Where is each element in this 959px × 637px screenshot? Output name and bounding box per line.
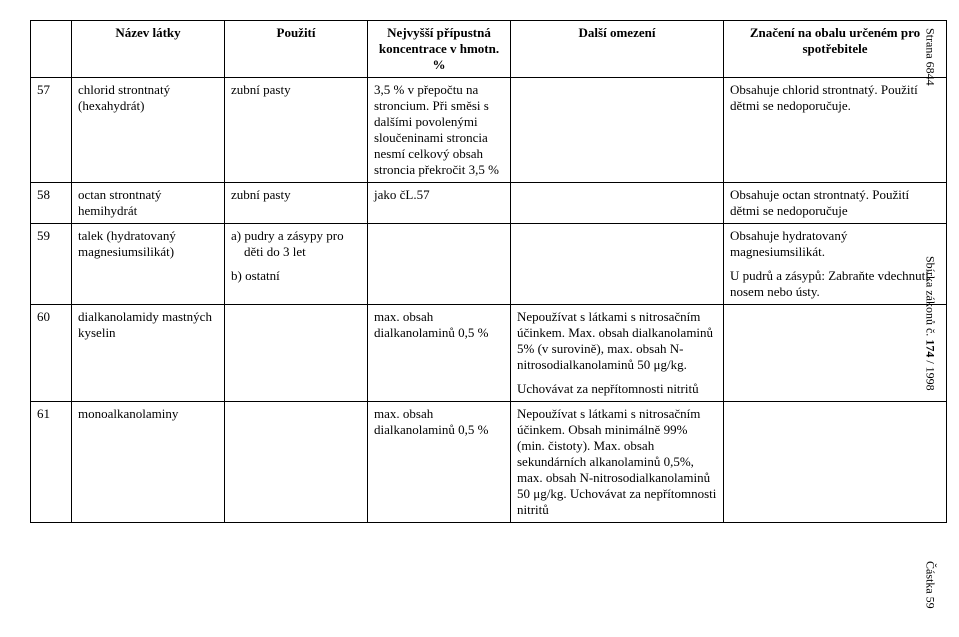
cell: [225, 305, 368, 378]
table-row: b) ostatní U pudrů a zásypů: Zabraňte vd…: [31, 264, 947, 305]
cell: max. obsah dialkanolaminů 0,5 %: [368, 402, 511, 523]
side-bottom: Částka 59: [923, 561, 938, 609]
side-top: Strana 6844: [923, 28, 938, 86]
cell: [72, 377, 225, 402]
cell: a) pudry a zásypy pro děti do 3 let: [225, 224, 368, 265]
cell: [511, 78, 724, 183]
cell: zubní pasty: [225, 78, 368, 183]
col-num: [31, 21, 72, 78]
cell: Nepoužívat s látkami s nitrosačním účink…: [511, 305, 724, 378]
cell: U pudrů a zásypů: Zabraňte vdechnutí nos…: [724, 264, 947, 305]
side-mid: Sbírka zákonů č. 174 / 1998: [923, 256, 938, 391]
cell: [72, 264, 225, 305]
cell: octan strontnatý hemihydrát: [72, 183, 225, 224]
cell: Obsahuje hydratovaný magnesiumsilikát.: [724, 224, 947, 265]
table-row: 58 octan strontnatý hemihydrát zubní pas…: [31, 183, 947, 224]
cell: 3,5 % v přepočtu na stroncium. Při směsi…: [368, 78, 511, 183]
cell: Uchovávat za nepřítomnosti nitritů: [511, 377, 724, 402]
row-num: 59: [31, 224, 72, 265]
row-num: 58: [31, 183, 72, 224]
side-margin: Strana 6844 Sbírka zákonů č. 174 / 1998 …: [919, 0, 941, 637]
col-use: Použití: [225, 21, 368, 78]
table-row: 59 talek (hydratovaný magnesiumsilikát) …: [31, 224, 947, 265]
cell: jako čL.57: [368, 183, 511, 224]
cell: [724, 402, 947, 523]
col-label: Značení na obalu určeném pro spotřebitel…: [724, 21, 947, 78]
table-row: Uchovávat za nepřítomnosti nitritů: [31, 377, 947, 402]
cell: b) ostatní: [225, 264, 368, 305]
page: Strana 6844 Sbírka zákonů č. 174 / 1998 …: [0, 0, 959, 637]
cell: [225, 402, 368, 523]
col-name: Název látky: [72, 21, 225, 78]
cell: [368, 224, 511, 265]
cell: dialkanolamidy mastných kyselin: [72, 305, 225, 378]
col-restrict: Další omezení: [511, 21, 724, 78]
row-num: 60: [31, 305, 72, 378]
cell: max. obsah dialkanolaminů 0,5 %: [368, 305, 511, 378]
cell: chlorid strontnatý (hexahydrát): [72, 78, 225, 183]
cell: Nepoužívat s látkami s nitrosačním účink…: [511, 402, 724, 523]
row-num: 57: [31, 78, 72, 183]
cell: monoalkanolaminy: [72, 402, 225, 523]
cell: [724, 377, 947, 402]
col-conc: Nejvyšší přípustná koncentrace v hmotn. …: [368, 21, 511, 78]
table-row: 57 chlorid strontnatý (hexahydrát) zubní…: [31, 78, 947, 183]
cell: [368, 377, 511, 402]
cell: talek (hydratovaný magnesiumsilikát): [72, 224, 225, 265]
cell: [511, 224, 724, 265]
cell: Obsahuje octan strontnatý. Použití dětmi…: [724, 183, 947, 224]
header-row: Název látky Použití Nejvyšší přípustná k…: [31, 21, 947, 78]
cell: zubní pasty: [225, 183, 368, 224]
row-num: 61: [31, 402, 72, 523]
cell: [511, 183, 724, 224]
cell: [724, 305, 947, 378]
cell: Obsahuje chlorid strontnatý. Použití dět…: [724, 78, 947, 183]
cell: [368, 264, 511, 305]
table-row: 60 dialkanolamidy mastných kyselin max. …: [31, 305, 947, 378]
regulation-table: Název látky Použití Nejvyšší přípustná k…: [30, 20, 947, 523]
cell: [31, 264, 72, 305]
table-row: 61 monoalkanolaminy max. obsah dialkanol…: [31, 402, 947, 523]
cell: [31, 377, 72, 402]
cell: [225, 377, 368, 402]
cell: [511, 264, 724, 305]
